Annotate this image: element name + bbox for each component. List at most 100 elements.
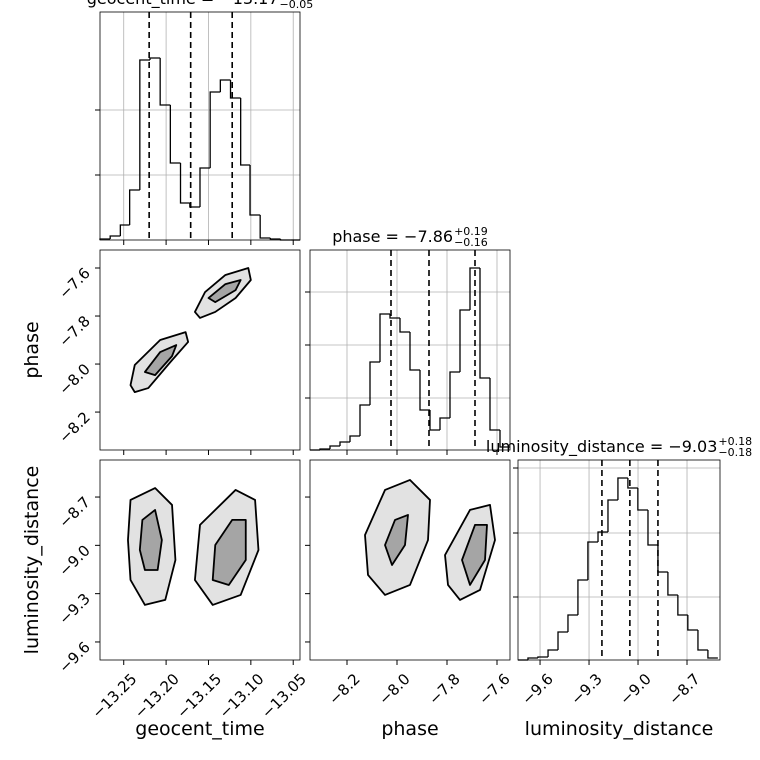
histogram-step: [499, 430, 510, 448]
contour: [364, 479, 431, 596]
histogram-step: [577, 579, 588, 615]
histogram-step: [567, 614, 578, 632]
x-tick-label: −13.15: [173, 670, 225, 722]
panel: −8.2 −8.0 −7.8 −7.6 phase: [21, 249, 301, 455]
contour: [138, 509, 163, 571]
panel-title: geocent_time = −13.17: [87, 0, 279, 9]
y-axis-label: luminosity_distance: [21, 466, 43, 655]
histogram-step: [379, 313, 390, 362]
histogram-step: [369, 361, 380, 405]
panel: geocent_time = −13.17+0.05−0.05: [87, 0, 314, 245]
x-tick-label: −13.20: [131, 670, 183, 722]
histogram-step: [697, 630, 708, 651]
histogram-step: [209, 91, 221, 168]
histogram-step: [349, 435, 360, 442]
panel-title: luminosity_distance = −9.03: [486, 437, 717, 457]
x-axis-label: phase: [381, 718, 438, 740]
histogram-step: [627, 478, 638, 489]
histogram-step: [617, 477, 628, 500]
histogram-step: [489, 378, 500, 431]
histogram-step: [537, 656, 549, 658]
contour: [384, 514, 409, 566]
histogram-step: [119, 224, 130, 236]
histogram-step: [547, 649, 559, 657]
histogram-step: [259, 215, 271, 239]
histogram-step: [240, 98, 250, 166]
histogram-step: [109, 235, 121, 239]
histogram-step: [169, 105, 181, 164]
axes-frame: [309, 249, 511, 451]
histogram-step: [179, 163, 190, 204]
histogram-step: [399, 318, 410, 333]
histogram-step: [229, 80, 241, 99]
y-tick-label: −7.6: [55, 264, 93, 302]
histogram-step: [439, 417, 450, 430]
histogram-step: [249, 165, 261, 216]
histogram-step: [389, 314, 400, 319]
histogram-step: [657, 545, 668, 573]
contour: [461, 523, 488, 586]
x-tick-label: −9.0: [616, 670, 654, 708]
contour: [444, 504, 496, 601]
contour: [194, 489, 260, 606]
title-lower-error: −0.18: [718, 446, 752, 459]
title-upper-error: +0.19: [454, 225, 488, 238]
y-tick-label: −8.0: [55, 360, 93, 398]
x-tick-label: −13.10: [216, 670, 268, 722]
histogram-step: [707, 650, 718, 659]
y-tick-label: −9.6: [55, 638, 93, 676]
x-tick-label: −9.3: [567, 670, 605, 708]
histogram-step: [139, 59, 150, 190]
y-tick-label: −9.3: [55, 590, 93, 628]
x-axis-label: geocent_time: [135, 718, 264, 740]
histogram-step: [607, 499, 618, 532]
x-tick-label: −7.8: [425, 670, 463, 708]
contour: [144, 344, 178, 376]
histogram-step: [637, 488, 648, 511]
histogram-step: [429, 410, 440, 431]
axes-frame: [309, 459, 511, 661]
histogram-step: [199, 167, 211, 207]
histogram-step: [449, 371, 460, 418]
histogram-step: [469, 267, 480, 310]
y-tick-label: −8.2: [55, 408, 93, 446]
panel: phase = −7.86 +0.19−0.16: [305, 225, 511, 455]
contour: [207, 279, 242, 304]
histogram-step: [419, 370, 430, 411]
y-tick-label: −8.7: [55, 493, 93, 531]
histogram-step: [587, 541, 599, 580]
histogram-step: [159, 58, 171, 106]
axes-frame: [517, 459, 721, 661]
contour: [211, 519, 247, 586]
histogram-step: [339, 441, 350, 446]
histogram-step: [677, 595, 688, 616]
panel-title: phase = −7.86: [332, 227, 453, 246]
histogram-step: [129, 189, 140, 225]
histogram-step: [479, 268, 490, 379]
x-tick-label: −13.05: [258, 670, 310, 722]
x-tick-label: −13.25: [88, 670, 140, 722]
histogram-step: [329, 445, 340, 449]
x-tick-label: −8.0: [375, 670, 413, 708]
title-lower-error: −0.16: [454, 236, 488, 249]
histogram-step: [459, 309, 470, 372]
y-tick-label: −7.8: [55, 312, 93, 350]
y-axis-label: phase: [21, 321, 43, 378]
axes-frame: [99, 11, 301, 241]
axes-frame: [99, 459, 301, 661]
title-upper-error: +0.18: [718, 435, 752, 448]
panel: −9.6 −9.3 −9.0 −8.7 luminosity_distance = −9…: [486, 435, 752, 740]
histogram-step: [687, 615, 698, 631]
histogram-step: [527, 657, 538, 660]
histogram-step: [359, 404, 370, 436]
x-tick-label: −8.7: [665, 670, 703, 708]
contour: [127, 487, 177, 606]
x-tick-label: −8.2: [325, 670, 363, 708]
title-lower-error: −0.05: [280, 0, 314, 11]
histogram-step: [667, 572, 678, 596]
histogram-step: [189, 203, 200, 208]
histogram-step: [219, 79, 231, 92]
panel: −13.25−13.20−13.15−13.10−13.05 −9.6 −9.3 −9…: [21, 459, 310, 740]
panel: −8.2 −8.0 −7.8 −7.6 phase: [305, 459, 514, 740]
